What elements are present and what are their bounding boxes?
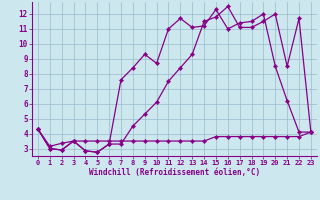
X-axis label: Windchill (Refroidissement éolien,°C): Windchill (Refroidissement éolien,°C) — [89, 168, 260, 177]
